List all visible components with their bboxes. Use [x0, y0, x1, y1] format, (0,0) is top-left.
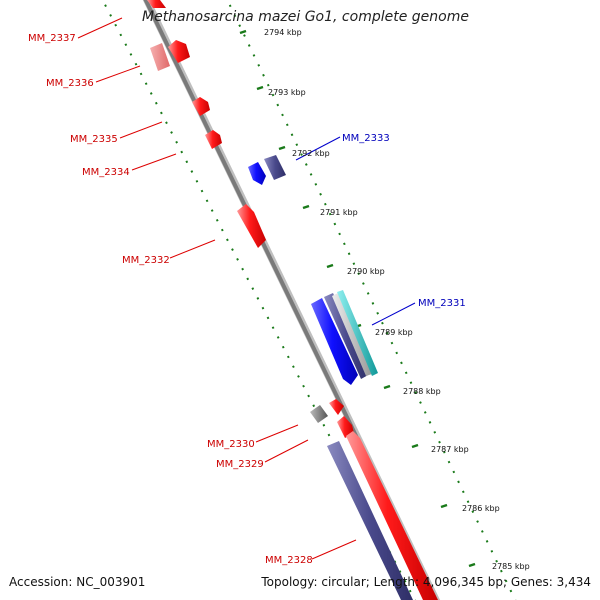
- tick-mark: [239, 29, 247, 35]
- label-leader-line: [255, 424, 299, 443]
- gene-label-mm-2332: MM_2332: [122, 255, 170, 266]
- gene-feature: [310, 405, 328, 423]
- label-leader-line: [119, 121, 163, 139]
- tick-label: 2786 kbp: [462, 504, 500, 513]
- gene-label-mm-2334: MM_2334: [82, 167, 130, 178]
- gene-feature: [264, 155, 286, 180]
- gene-feature: [327, 441, 413, 600]
- gene-label-mm-2329: MM_2329: [216, 459, 264, 470]
- outer-dotted-ring: [226, 0, 517, 600]
- tick-mark: [256, 85, 264, 91]
- tick-label: 2788 kbp: [403, 387, 441, 396]
- gene-feature: [192, 97, 210, 116]
- gene-feature: [337, 290, 378, 376]
- tick-label: 2792 kbp: [292, 149, 330, 158]
- tick-mark: [278, 145, 286, 151]
- gene-feature: [332, 293, 372, 376]
- gene-label-mm-2331: MM_2331: [418, 298, 466, 309]
- label-leader-line: [77, 17, 123, 39]
- label-leader-line: [295, 136, 341, 161]
- gene-feature: [311, 298, 358, 385]
- gene-label-mm-2330: MM_2330: [207, 439, 255, 450]
- gene-feature: [337, 416, 354, 438]
- gene-label-mm-2328: MM_2328: [265, 555, 313, 566]
- label-leader-line: [95, 65, 141, 83]
- tick-mark: [440, 503, 448, 509]
- label-leader-line: [169, 239, 216, 259]
- gene-label-mm-2337: MM_2337: [28, 33, 76, 44]
- label-leader-line: [131, 153, 177, 171]
- gene-feature: [237, 204, 266, 248]
- gene-feature: [205, 130, 222, 149]
- tick-mark: [411, 443, 419, 449]
- tick-label: 2785 kbp: [492, 562, 530, 571]
- gene-feature: [329, 399, 344, 415]
- label-leader-line: [371, 302, 416, 326]
- gene-label-mm-2336: MM_2336: [46, 78, 94, 89]
- genome-summary: Topology: circular; Length: 4,096,345 bp…: [261, 575, 591, 589]
- tick-mark: [302, 204, 310, 210]
- genome-title: Methanosarcina mazei Go1, complete genom…: [142, 9, 469, 25]
- gene-label-mm-2335: MM_2335: [70, 134, 118, 145]
- tick-label: 2793 kbp: [268, 88, 306, 97]
- gene-feature: [150, 43, 170, 71]
- tick-mark: [468, 562, 476, 568]
- accession-text: Accession: NC_003901: [9, 575, 146, 589]
- gene-feature: [147, 0, 166, 8]
- label-leader-line: [264, 439, 309, 463]
- tick-label: 2794 kbp: [264, 28, 302, 37]
- gene-feature: [248, 162, 266, 185]
- gene-label-mm-2333: MM_2333: [342, 133, 390, 144]
- gene-feature: [168, 40, 190, 63]
- label-leader-line: [311, 539, 357, 560]
- tick-label: 2791 kbp: [320, 208, 358, 217]
- tick-label: 2787 kbp: [431, 445, 469, 454]
- tick-mark: [383, 384, 391, 390]
- tick-label: 2789 kbp: [375, 328, 413, 337]
- tick-mark: [326, 263, 334, 269]
- tick-label: 2790 kbp: [347, 267, 385, 276]
- inner-dotted-ring: [101, 0, 416, 600]
- gene-feature: [346, 431, 438, 600]
